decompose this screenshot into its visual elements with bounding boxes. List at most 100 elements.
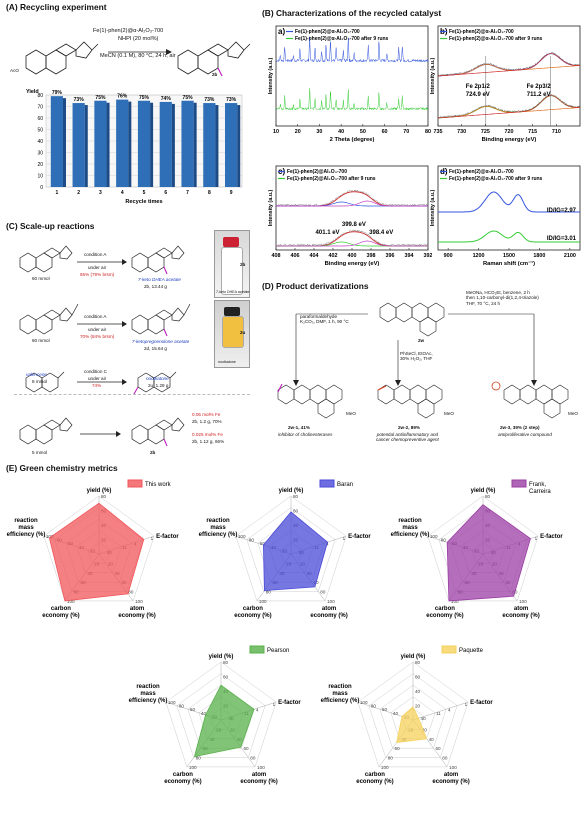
y-tick-label: 50 [37, 127, 43, 133]
scaleup-4-opt2-cat: 0.025 mol% Fe [192, 432, 223, 437]
bar-side [193, 102, 197, 187]
radar-axis-label: economy (%) [234, 613, 271, 619]
radar-tick-label: 60 [260, 541, 266, 546]
legend-label: Fe(1)-phen(2)@Al₂O₃-700 [287, 169, 347, 175]
xps-component [438, 64, 580, 77]
radar-axis-label: yield (%) [279, 488, 304, 494]
deriv-start-label: 2w [418, 338, 425, 343]
panel-b-title: (B) Characterizations of the recycled ca… [262, 8, 442, 18]
scaleup-1-yield: 65% (79% brsm) [80, 272, 115, 277]
radar-axis-label: yield (%) [401, 654, 426, 660]
radar-tick-label: 80 [250, 756, 256, 761]
radar-axis-label: mass [140, 691, 156, 697]
radar-tick-label: 60 [293, 509, 299, 514]
radar-axis-label: E-factor [278, 700, 301, 706]
panel-a-scheme [25, 41, 251, 77]
annotation: Fe 2p1/2 [466, 84, 491, 90]
radar-area [446, 504, 531, 602]
radar-area [396, 706, 428, 743]
data-label: 73% [74, 97, 85, 103]
panel-c-title: (C) Scale-up reactions [6, 221, 95, 231]
y-axis-label: Intensity (a.u.) [268, 58, 274, 95]
bar [116, 99, 129, 187]
legend-label: Fe(1)-phen(2)@α-Al₂O₃-700 [449, 169, 514, 175]
x-tick-label: 402 [329, 253, 338, 259]
x-axis-label: Recycle times [125, 199, 162, 205]
radar-tick-label: 20 [415, 704, 421, 709]
radar-axis-label: economy (%) [118, 613, 155, 619]
radar-axis-label: yield (%) [209, 654, 234, 660]
radar-axis-label: efficiency (%) [7, 532, 46, 538]
scaleup-1-under: under air [88, 265, 107, 270]
bar [159, 101, 172, 187]
radar-ring [235, 495, 347, 602]
scaleup-3-name: nootkatone [146, 376, 169, 381]
panel-a-aco: AcO [10, 68, 19, 73]
radar-axis-label: carbon [435, 606, 455, 612]
y-tick-label: 0 [40, 185, 43, 191]
x-tick-label: 710 [552, 129, 561, 135]
legend-label: Fe(1)-phen(2)@α-Al₂O₃-700 [449, 29, 514, 35]
radar-axis-label: economy (%) [164, 779, 201, 785]
radar-axis-label: E-factor [540, 534, 563, 540]
deriv-product-2-note: potential antiinflammatory and cancer ch… [376, 432, 439, 443]
deriv-cond-3: MeONa, HCO₂Et, benzene, 2 h then 1,10-ca… [466, 290, 539, 306]
deriv-meo-2: MeO [444, 411, 454, 416]
radar-tick-label: 1 [465, 702, 468, 707]
panel-a-reagent-1: Fe(1)-phen(2)@α-Al₂O₃-700 [93, 28, 164, 34]
scaleup-3-yield: 74% [92, 383, 102, 388]
panel-a-reagent-2: NHPI (20 mol%) [118, 36, 159, 42]
x-tick-label: 5 [143, 190, 146, 196]
radar-axis-label: E-factor [156, 534, 179, 540]
data-label: 75% [139, 95, 150, 101]
plot-frame [275, 165, 429, 251]
panel-label: a) [278, 27, 285, 36]
scaleup-2-scale: 60 mmol [32, 338, 50, 343]
legend-label: Pearson [267, 648, 289, 654]
bar [72, 103, 85, 187]
scaleup-3-under: under air [88, 376, 107, 381]
radar-paquette: 2040608014114020406080100204060801002040… [321, 645, 493, 785]
radar-axis-label: reaction [206, 518, 230, 524]
xps-n-plot: 408 406 404 402 400 398 396 394 392 Binding energ… [268, 165, 432, 267]
x-tick-label: 1200 [473, 253, 485, 259]
y-tick-label: 30 [37, 150, 43, 156]
scaleup-4-opt1-cat: 0.05 mol% Fe [192, 412, 221, 417]
x-axis-label: 2 Theta (degree) [330, 137, 375, 143]
x-tick-label: 735 [434, 129, 443, 135]
radar-ring [379, 684, 447, 749]
radar-tick-label: 80 [293, 494, 299, 499]
xrd-plot: 10 20 30 40 50 60 70 80 2 Theta (degree) Intensit… [268, 25, 431, 143]
y-tick-label: 20 [37, 162, 43, 168]
scaleup-3-cond: condition C [84, 369, 107, 374]
panel-a-reagent-3: MeCN (0.1 M), 80 °C, 24 h, air [100, 53, 176, 59]
deriv-cond-1: paraformaldehyde K₂CO₃, DMF, 1 h, 90 °C [300, 314, 349, 325]
scaleup-1-cond: condition A [84, 252, 107, 257]
x-tick-label: 70 [403, 129, 409, 135]
radar-tick-label: 4 [448, 707, 451, 712]
scaleup-4-opt2: 2b, 1.12 g, 66% [192, 439, 225, 444]
annotation: 711.2 eV [527, 92, 551, 98]
raman-trace [438, 191, 580, 213]
radar-axis-label: economy (%) [432, 779, 469, 785]
panel-d-schemes [277, 302, 569, 419]
radar-axis-label: yield (%) [471, 488, 496, 494]
radar-tick-label: 100 [451, 599, 459, 604]
bar-side [62, 98, 66, 187]
x-tick-label: 400 [348, 253, 357, 259]
deriv-cond-2: PhSeCl, EtOAc, 30% H₂O₂, THF [400, 351, 433, 362]
radar-axis-label: carbon [173, 772, 193, 778]
radar-ring [43, 495, 155, 602]
radar-axis-label: economy (%) [240, 779, 277, 785]
radar-tick-label: 80 [128, 590, 134, 595]
radar-spoke [412, 701, 469, 721]
radar-axis-label: efficiency (%) [199, 532, 238, 538]
legend-label: Carreira [529, 489, 551, 495]
x-tick-label: 30 [316, 129, 322, 135]
radar-tick-label: 100 [168, 700, 176, 705]
xps-component [438, 53, 580, 77]
product-photo-2b [214, 230, 250, 298]
radar-tick-label: 80 [266, 590, 272, 595]
x-tick-label: 1500 [503, 253, 515, 259]
radar-axis-label: atom [322, 606, 336, 612]
